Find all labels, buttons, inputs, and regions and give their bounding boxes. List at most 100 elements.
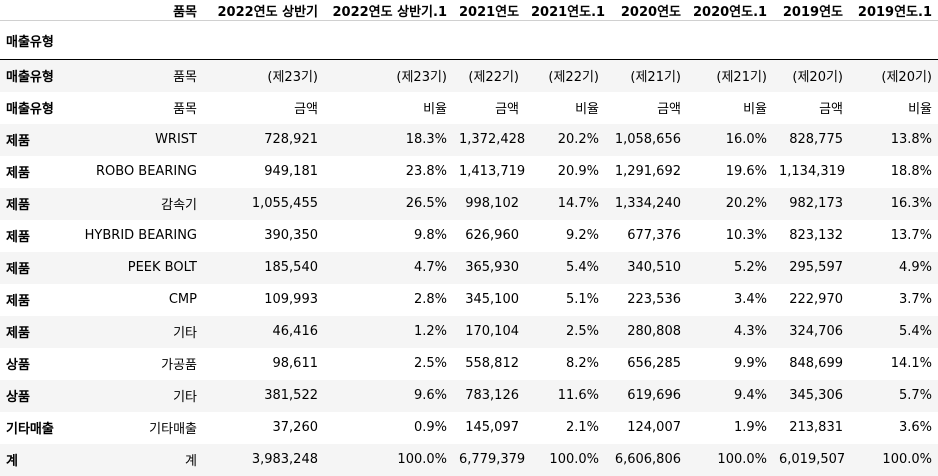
value-cell: 9.8% [413, 228, 447, 243]
value-cell: 558,812 [465, 356, 519, 371]
value-cell: 1,055,455 [251, 196, 318, 211]
value-cell: (제22기) [468, 70, 519, 86]
column-header: 2021연도.1 [525, 0, 605, 21]
row-item-cell: 품목 [173, 102, 197, 117]
row-type-cell: 상품 [6, 390, 30, 405]
value-cell: 998,102 [465, 196, 519, 211]
row-item-cell: ROBO BEARING [95, 164, 197, 179]
value-cell: 823,132 [789, 228, 843, 243]
value-cell: 18.3% [405, 132, 447, 147]
table-row: 제품 WRIST 728,921 18.3% 1,372,428 20.2% 1,058,6… [0, 123, 938, 156]
value-cell: 100.0% [397, 452, 447, 467]
value-cell: 금액 [657, 102, 681, 117]
row-type-cell: 상품 [6, 358, 30, 373]
row-item-cell: 기타 [173, 390, 197, 405]
row-item-cell: 가공품 [161, 358, 197, 373]
column-header: 2020연도.1 [687, 0, 773, 21]
value-cell: 340,510 [627, 260, 681, 275]
row-type-cell: 제품 [6, 326, 30, 341]
column-header: 2022연도 상반기.1 [324, 0, 453, 21]
column-header: 2022연도 상반기 [203, 0, 324, 21]
value-cell: 213,831 [789, 420, 843, 435]
value-cell: 185,540 [264, 260, 318, 275]
value-cell: 728,921 [264, 132, 318, 147]
value-cell: 982,173 [789, 196, 843, 211]
table-row: 제품 감속기 1,055,455 26.5% 998,102 14.7% 1,334,240… [0, 187, 938, 220]
value-cell: 13.8% [890, 132, 932, 147]
value-cell: 0.9% [413, 420, 447, 435]
value-cell: 금액 [819, 102, 843, 117]
value-cell: 345,306 [789, 388, 843, 403]
value-cell: 949,181 [264, 164, 318, 179]
value-cell: 16.0% [725, 132, 767, 147]
value-cell: (제20기) [792, 70, 843, 86]
table-row: 제품 기타 46,416 1.2% 170,104 2.5% 280,808 4.3% 324,… [0, 315, 938, 348]
value-cell: 5.1% [565, 292, 599, 307]
row-type-cell: 제품 [6, 198, 30, 213]
value-cell: 9.2% [565, 228, 599, 243]
table-row: 매출유형 품목 금액 비율 금액 비율 금액 비율 금액 비율 [0, 91, 938, 124]
value-cell: 1.9% [733, 420, 767, 435]
value-cell: (제23기) [396, 70, 447, 86]
column-header: 2019연도 [773, 0, 849, 21]
row-item-cell: 기타 [173, 326, 197, 341]
row-type-cell: 기타매출 [6, 422, 54, 437]
value-cell: 100.0% [882, 452, 932, 467]
value-cell: 6,779,379 [459, 452, 525, 467]
row-item-cell: HYBRID BEARING [84, 228, 197, 243]
value-cell: 2.1% [565, 420, 599, 435]
value-cell: 390,350 [264, 228, 318, 243]
value-cell: 6,019,507 [779, 452, 846, 467]
value-cell: 626,960 [465, 228, 519, 243]
value-cell: 23.8% [405, 164, 447, 179]
value-cell: 2.5% [413, 356, 447, 371]
value-cell: 20.9% [557, 164, 599, 179]
value-cell: 9.4% [733, 388, 767, 403]
value-cell: 145,097 [465, 420, 519, 435]
value-cell: 3.4% [733, 292, 767, 307]
value-cell: 20.2% [557, 132, 599, 147]
value-cell: 비율 [908, 102, 932, 117]
row-type-cell: 제품 [6, 230, 30, 245]
value-cell: 9.6% [413, 388, 447, 403]
value-cell: 100.0% [549, 452, 599, 467]
value-cell: 4.3% [733, 324, 767, 339]
value-cell: 783,126 [465, 388, 519, 403]
row-item-cell: CMP [168, 292, 197, 307]
row-item-cell: 기타매출 [149, 422, 197, 437]
value-cell: 98,611 [272, 356, 319, 371]
value-cell: 4.9% [898, 260, 932, 275]
value-cell: 1,058,656 [614, 132, 681, 147]
table-row: 기타매출 기타매출 37,260 0.9% 145,097 2.1% 124,007 1.9%… [0, 411, 938, 444]
value-cell: (제23기) [267, 70, 318, 86]
value-cell: 5.7% [898, 388, 932, 403]
index-name: 매출유형 [0, 20, 70, 60]
value-cell: 828,775 [789, 132, 843, 147]
index-name-row: 매출유형 [0, 20, 938, 60]
value-cell: 금액 [495, 102, 519, 117]
value-cell: 1.2% [413, 324, 447, 339]
value-cell: 109,993 [264, 292, 318, 307]
header-blank [0, 0, 70, 21]
value-cell: 2.8% [413, 292, 447, 307]
value-cell: 37,260 [272, 420, 319, 435]
value-cell: 619,696 [627, 388, 681, 403]
value-cell: (제22기) [548, 70, 599, 86]
table-row: 제품 ROBO BEARING 949,181 23.8% 1,413,719 20.9%… [0, 155, 938, 188]
value-cell: 4.7% [413, 260, 447, 275]
value-cell: 14.1% [890, 356, 932, 371]
value-cell: (제20기) [881, 70, 932, 86]
value-cell: 2.5% [565, 324, 599, 339]
table-row: 제품 HYBRID BEARING 390,350 9.8% 626,960 9.2% 67… [0, 219, 938, 252]
column-header: 2019연도.1 [849, 0, 938, 21]
value-cell: 365,930 [465, 260, 519, 275]
row-type-cell: 매출유형 [6, 102, 54, 117]
table-row: 제품 PEEK BOLT 185,540 4.7% 365,930 5.4% 340,510… [0, 251, 938, 284]
value-cell: 345,100 [465, 292, 519, 307]
value-cell: 20.2% [725, 196, 767, 211]
value-cell: 222,970 [789, 292, 843, 307]
value-cell: (제21기) [630, 70, 681, 86]
value-cell: 14.7% [557, 196, 599, 211]
value-cell: 5.4% [565, 260, 599, 275]
